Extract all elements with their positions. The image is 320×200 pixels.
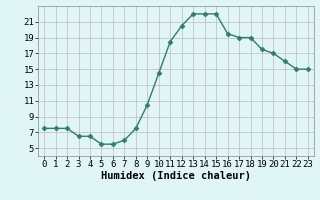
X-axis label: Humidex (Indice chaleur): Humidex (Indice chaleur): [101, 171, 251, 181]
